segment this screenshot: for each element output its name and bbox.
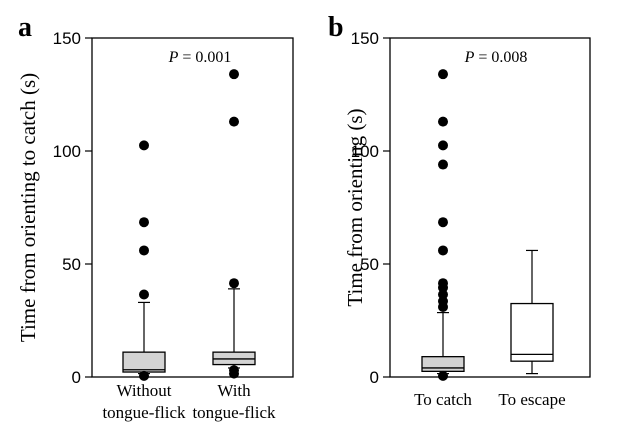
y-tick-label: 150 (53, 29, 81, 48)
category-label: tongue-flick (102, 403, 186, 422)
outlier-point (438, 278, 448, 289)
iqr-box (421, 356, 465, 373)
category-label: Without (116, 381, 171, 400)
category-label: To escape (498, 390, 565, 409)
p-symbol: P (464, 49, 475, 66)
p-value: = 0.001 (178, 49, 231, 66)
y-tick-label: 50 (62, 255, 81, 274)
p-value-annotation: P = 0.001 (168, 49, 232, 66)
y-tick-label: 150 (351, 29, 379, 48)
outlier-point (229, 116, 239, 127)
outlier-point (229, 69, 239, 80)
outlier-point (438, 217, 448, 228)
category-label: To catch (414, 390, 472, 409)
category-label: tongue-flick (192, 403, 276, 422)
y-tick-label: 0 (72, 368, 81, 387)
p-value: = 0.008 (474, 49, 527, 66)
outlier-point (139, 245, 149, 256)
outlier-point (438, 140, 448, 151)
y-tick-label: 100 (53, 142, 81, 161)
y-tick-label: 50 (360, 255, 379, 274)
outlier-point (438, 159, 448, 170)
outlier-point (438, 69, 448, 80)
outlier-point (139, 370, 149, 381)
outlier-point (229, 365, 239, 376)
category-label: With (217, 381, 251, 400)
plot-frame (389, 37, 591, 378)
p-symbol: P (168, 49, 179, 66)
y-tick-label: 100 (351, 142, 379, 161)
y-axis-label: Time from orienting to catch (s) (16, 73, 40, 342)
outlier-point (438, 245, 448, 256)
iqr-box (122, 351, 166, 373)
panel-label: b (328, 12, 344, 43)
iqr-box (510, 302, 554, 362)
plot-frame (91, 37, 294, 378)
outlier-point (139, 140, 149, 151)
y-axis-label: Time from orienting (s) (343, 108, 367, 306)
outlier-point (229, 278, 239, 289)
panel-label: a (18, 12, 32, 43)
outlier-point (139, 289, 149, 300)
outlier-point (438, 116, 448, 127)
outlier-point (438, 370, 448, 381)
y-tick-label: 0 (370, 368, 379, 387)
p-value-annotation: P = 0.008 (464, 49, 528, 66)
outlier-point (139, 217, 149, 228)
